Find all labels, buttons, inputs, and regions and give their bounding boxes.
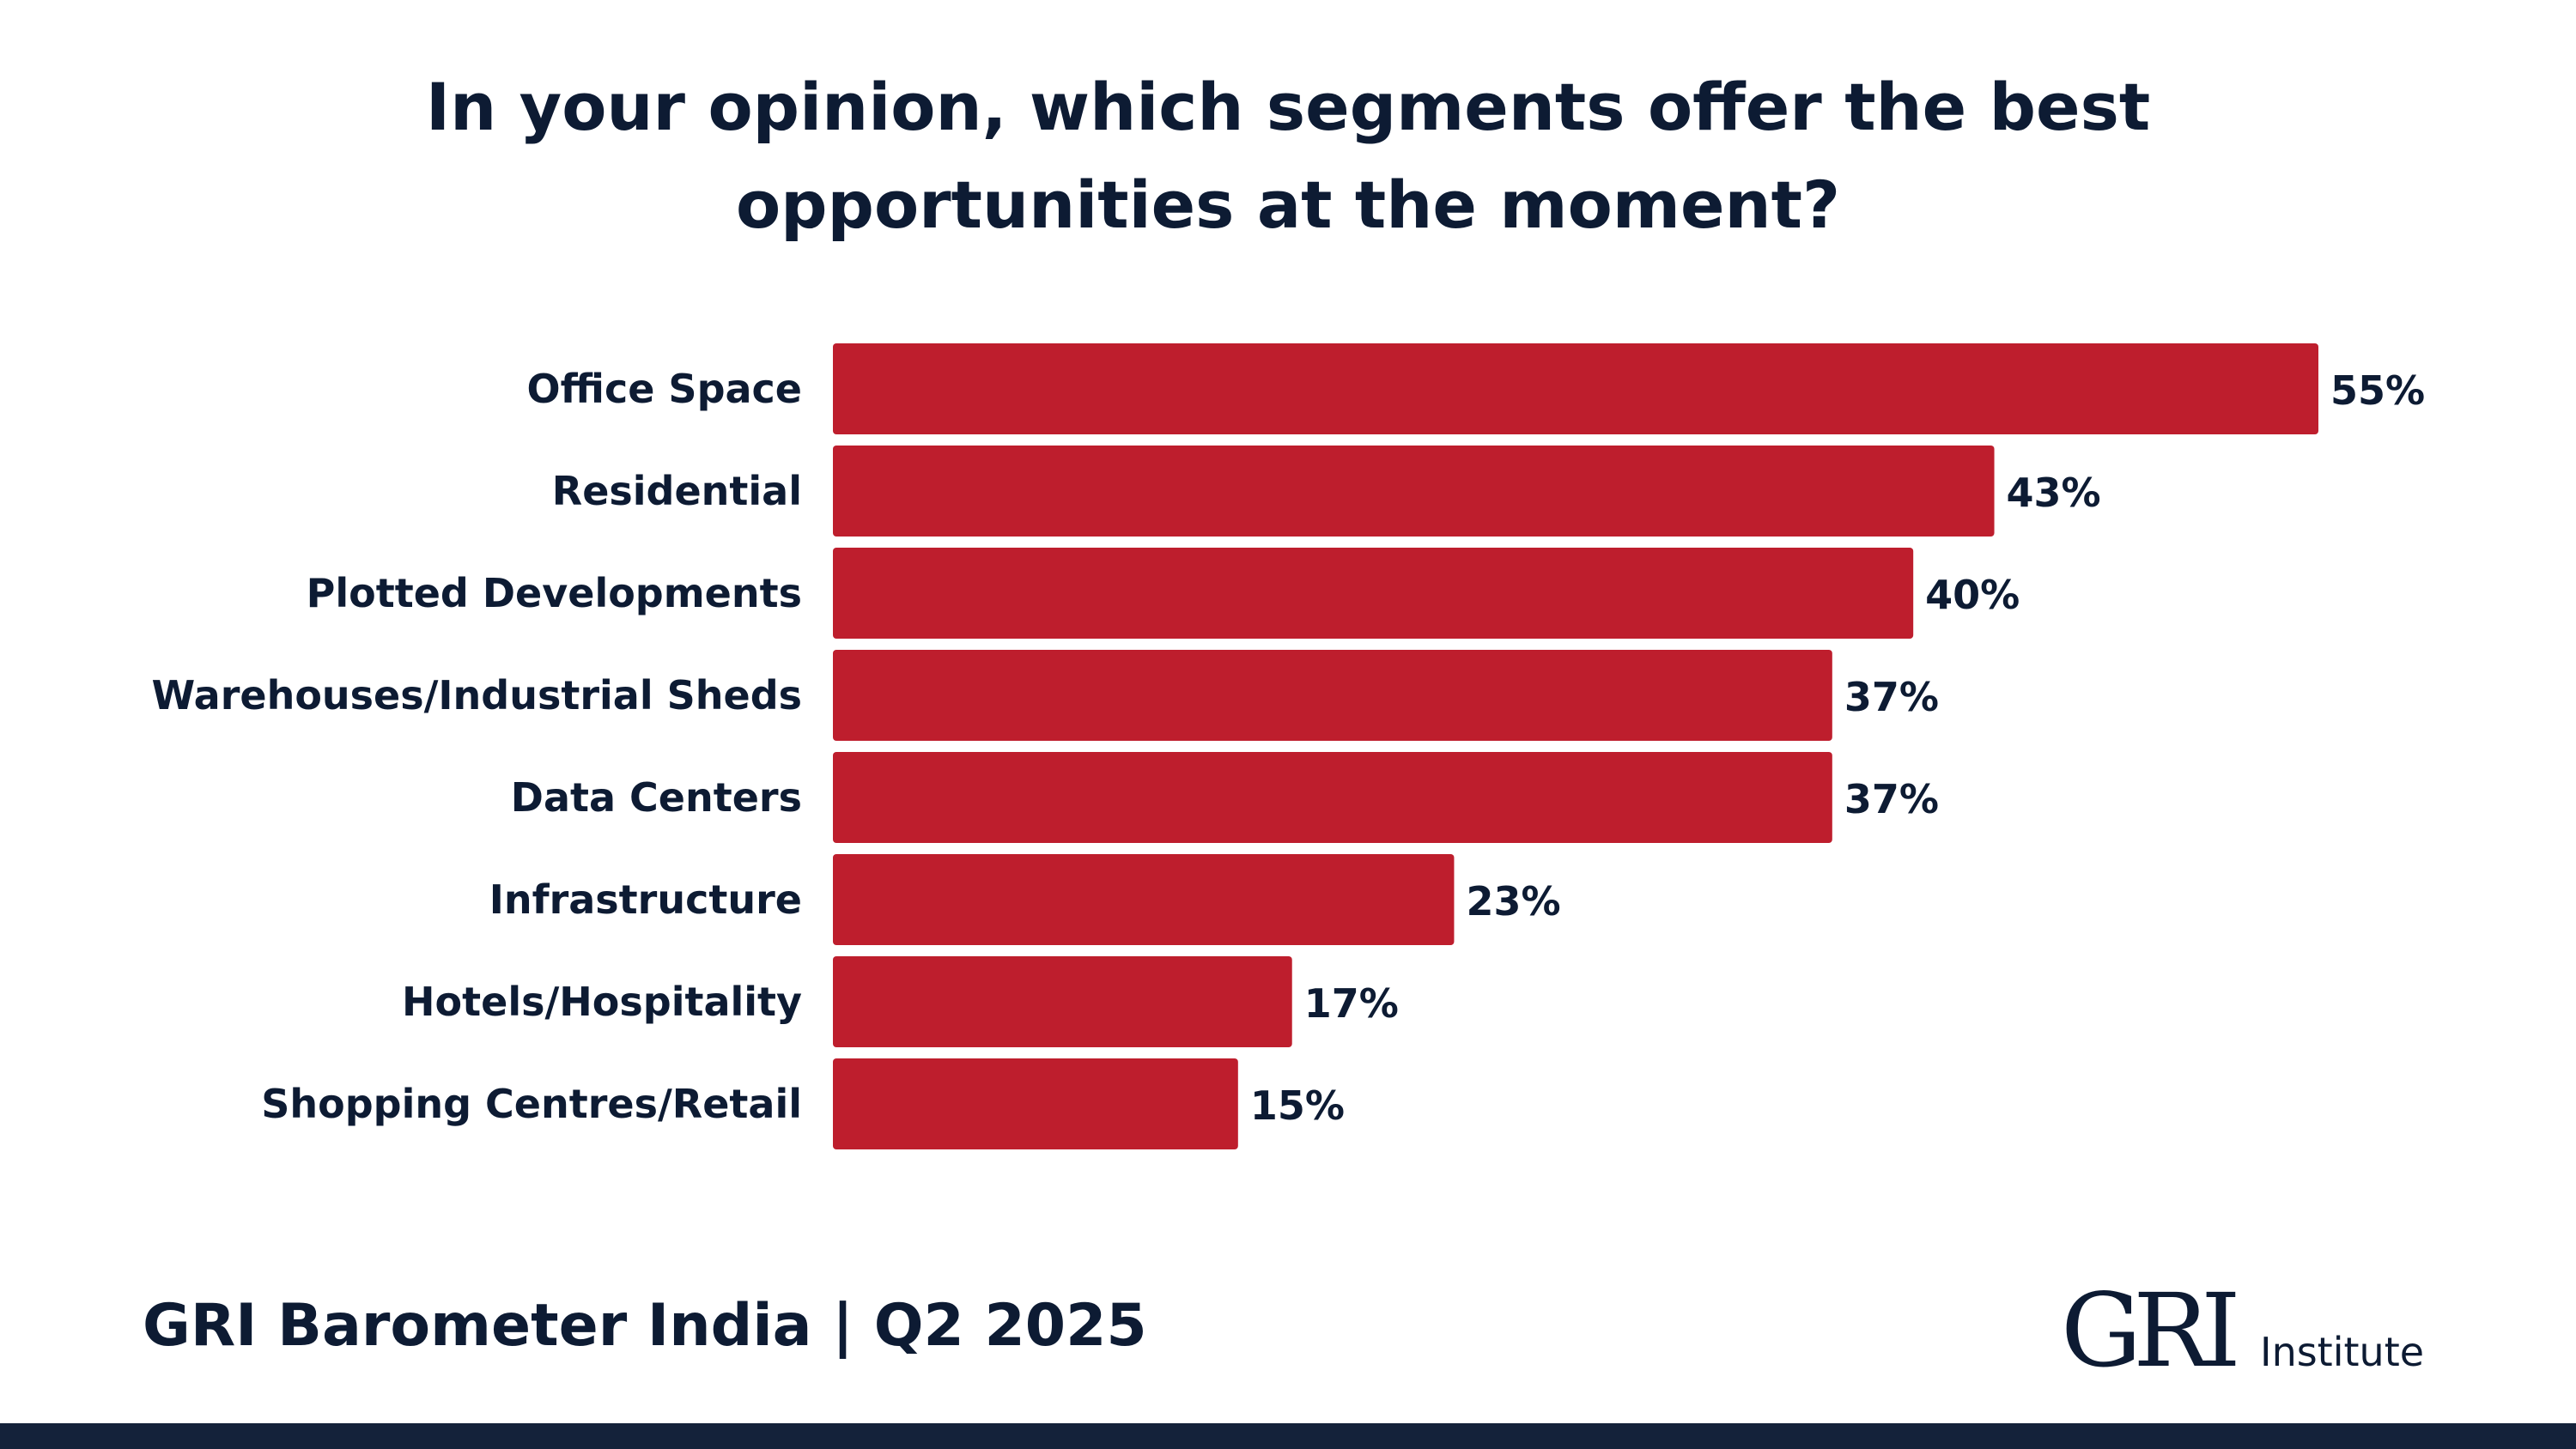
- value-label-4: 37%: [1844, 776, 1939, 822]
- bar-2: [833, 548, 1914, 639]
- category-label-6: Hotels/Hospitality: [402, 979, 802, 1025]
- category-label-0: Office Space: [527, 366, 802, 412]
- bar-0: [833, 343, 2318, 434]
- bar-5: [833, 854, 1455, 945]
- value-label-3: 37%: [1844, 674, 1939, 720]
- chart-title: In your opinion, which segments offer th…: [258, 58, 2318, 254]
- bar-1: [833, 446, 1995, 537]
- category-label-2: Plotted Developments: [307, 570, 802, 616]
- value-label-2: 40%: [1925, 572, 2020, 618]
- category-label-1: Residential: [552, 468, 802, 514]
- value-label-5: 23%: [1466, 878, 1560, 925]
- value-label-0: 55%: [2330, 367, 2425, 414]
- bar-7: [833, 1058, 1238, 1149]
- value-label-1: 43%: [2007, 470, 2101, 516]
- category-label-3: Warehouses/Industrial Sheds: [152, 672, 802, 718]
- bar-4: [833, 752, 1832, 843]
- bar-6: [833, 956, 1292, 1047]
- category-label-5: Infrastructure: [489, 876, 802, 923]
- logo-suffix: Institute: [2260, 1329, 2425, 1375]
- category-label-7: Shopping Centres/Retail: [261, 1081, 802, 1127]
- logo-mark: GRI: [2061, 1271, 2241, 1390]
- bar-3: [833, 650, 1832, 741]
- bar-chart: Office Space 55% Residential 43% Plotted Dev…: [152, 343, 2425, 1149]
- value-label-7: 15%: [1250, 1082, 1345, 1129]
- category-label-4: Data Centers: [511, 774, 802, 821]
- footer-title: GRI Barometer India | Q2 2025: [143, 1292, 1147, 1360]
- chart-title-line-2: opportunities at the moment?: [735, 167, 1841, 243]
- bottom-band: [0, 1423, 2576, 1449]
- gri-institute-logo: GRI Institute: [2061, 1271, 2447, 1390]
- chart-title-line-1: In your opinion, which segments offer th…: [425, 69, 2151, 145]
- value-label-6: 17%: [1304, 980, 1399, 1027]
